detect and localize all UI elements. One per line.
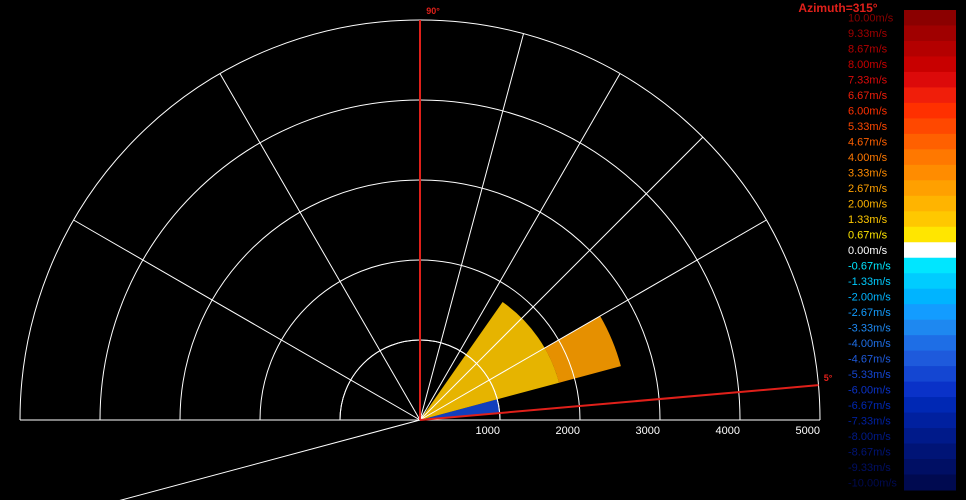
colorbar-label: -2.00m/s [848, 291, 891, 303]
range-labels: 1000 2000 3000 4000 5000 [476, 425, 820, 437]
colorbar-swatch [904, 459, 956, 476]
colorbar-swatch [904, 304, 956, 321]
sector-end-label: 5° [824, 373, 833, 383]
colorbar-swatch [904, 164, 956, 181]
colorbar-label: 0.67m/s [848, 230, 888, 242]
sector-end-line [419, 384, 819, 421]
colorbar-swatch [904, 180, 956, 197]
spoke-45 [419, 136, 704, 421]
colorbar-label: -3.33m/s [848, 322, 891, 334]
colorbar-swatch [904, 133, 956, 150]
range-label-3000: 3000 [636, 425, 660, 437]
colorbar-label: 3.33m/s [848, 168, 888, 180]
colorbar-swatch [904, 56, 956, 73]
colorbar-swatch [904, 273, 956, 290]
colorbar-swatch [904, 10, 956, 26]
colorbar-label: -2.67m/s [848, 307, 891, 319]
colorbar-label: 6.67m/s [848, 90, 888, 102]
colorbar-label: 2.00m/s [848, 199, 888, 211]
colorbar-swatch [904, 428, 956, 445]
colorbar-label: 1.33m/s [848, 214, 888, 226]
colorbar-label: 7.33m/s [848, 75, 888, 87]
colorbar-label: -4.00m/s [848, 338, 891, 350]
spoke-30 [419, 219, 767, 421]
colorbar-label: -1.33m/s [848, 276, 891, 288]
colorbar-label: -8.67m/s [848, 446, 891, 458]
colorbar-label: -9.33m/s [848, 462, 891, 474]
colorbar-label: 8.67m/s [848, 44, 888, 56]
colorbar-swatch [904, 102, 956, 119]
colorbar-swatch [904, 242, 956, 259]
colorbar-swatch [904, 366, 956, 383]
colorbar-swatch [904, 226, 956, 243]
colorbar-swatch [904, 71, 956, 88]
colorbar-label: 10.00m/s [848, 13, 894, 25]
colorbar-swatch [904, 350, 956, 367]
colorbar-label: -5.33m/s [848, 369, 891, 381]
colorbar-swatch [904, 149, 956, 166]
velocity-region-1 [420, 302, 560, 420]
colorbar-swatch [904, 474, 956, 491]
colorbar-swatch [904, 397, 956, 414]
range-label-1000: 1000 [476, 425, 500, 437]
colorbar-swatch [904, 319, 956, 336]
colorbar-label: 9.33m/s [848, 28, 888, 40]
sector-start-label: 90° [426, 6, 440, 16]
spoke-75 [419, 33, 525, 421]
colorbar-legend: 10.00m/s 9.33m/s 8.67m/s 8.00m/s 7.33m/s 6.67… [848, 10, 956, 491]
colorbar-label: -0.67m/s [848, 260, 891, 272]
colorbar-swatch [904, 381, 956, 398]
colorbar-label: -8.00m/s [848, 431, 891, 443]
spoke-150 [73, 219, 421, 421]
colorbar-label: 2.67m/s [848, 183, 888, 195]
colorbar-swatch [904, 195, 956, 212]
colorbar-swatch [904, 211, 956, 228]
colorbar-label: 5.33m/s [848, 121, 888, 133]
colorbar-swatch [904, 118, 956, 135]
range-label-4000: 4000 [716, 425, 740, 437]
range-label-2000: 2000 [556, 425, 580, 437]
colorbar-swatch [904, 412, 956, 429]
colorbar-swatch [904, 25, 956, 42]
colorbar-label: -7.33m/s [848, 415, 891, 427]
chart-title: Azimuth=315° [798, 1, 877, 15]
colorbar-label: 4.00m/s [848, 152, 888, 164]
colorbar-label: 6.00m/s [848, 106, 888, 118]
velocity-region-2 [544, 316, 621, 383]
spoke-195 [119, 419, 421, 500]
colorbar-label: -10.00m/s [848, 477, 897, 489]
colorbar-label: -6.67m/s [848, 400, 891, 412]
colorbar-label: 0.00m/s [848, 245, 888, 257]
velocity-region-0 [420, 399, 500, 420]
colorbar-swatch [904, 87, 956, 104]
colorbar-label: 8.00m/s [848, 59, 888, 71]
colorbar-swatch [904, 288, 956, 305]
spoke-120 [219, 73, 421, 421]
sector-boundary [419, 20, 819, 421]
range-label-5000: 5000 [796, 425, 820, 437]
colorbar-label: -6.00m/s [848, 384, 891, 396]
colorbar-swatch [904, 335, 956, 352]
velocity-field [420, 302, 621, 420]
colorbar-swatch [904, 443, 956, 460]
colorbar-swatch [904, 40, 956, 57]
spoke-60 [419, 73, 621, 421]
colorbar-label: -4.67m/s [848, 353, 891, 365]
colorbar-swatch [904, 257, 956, 274]
colorbar-label: 4.67m/s [848, 137, 888, 149]
